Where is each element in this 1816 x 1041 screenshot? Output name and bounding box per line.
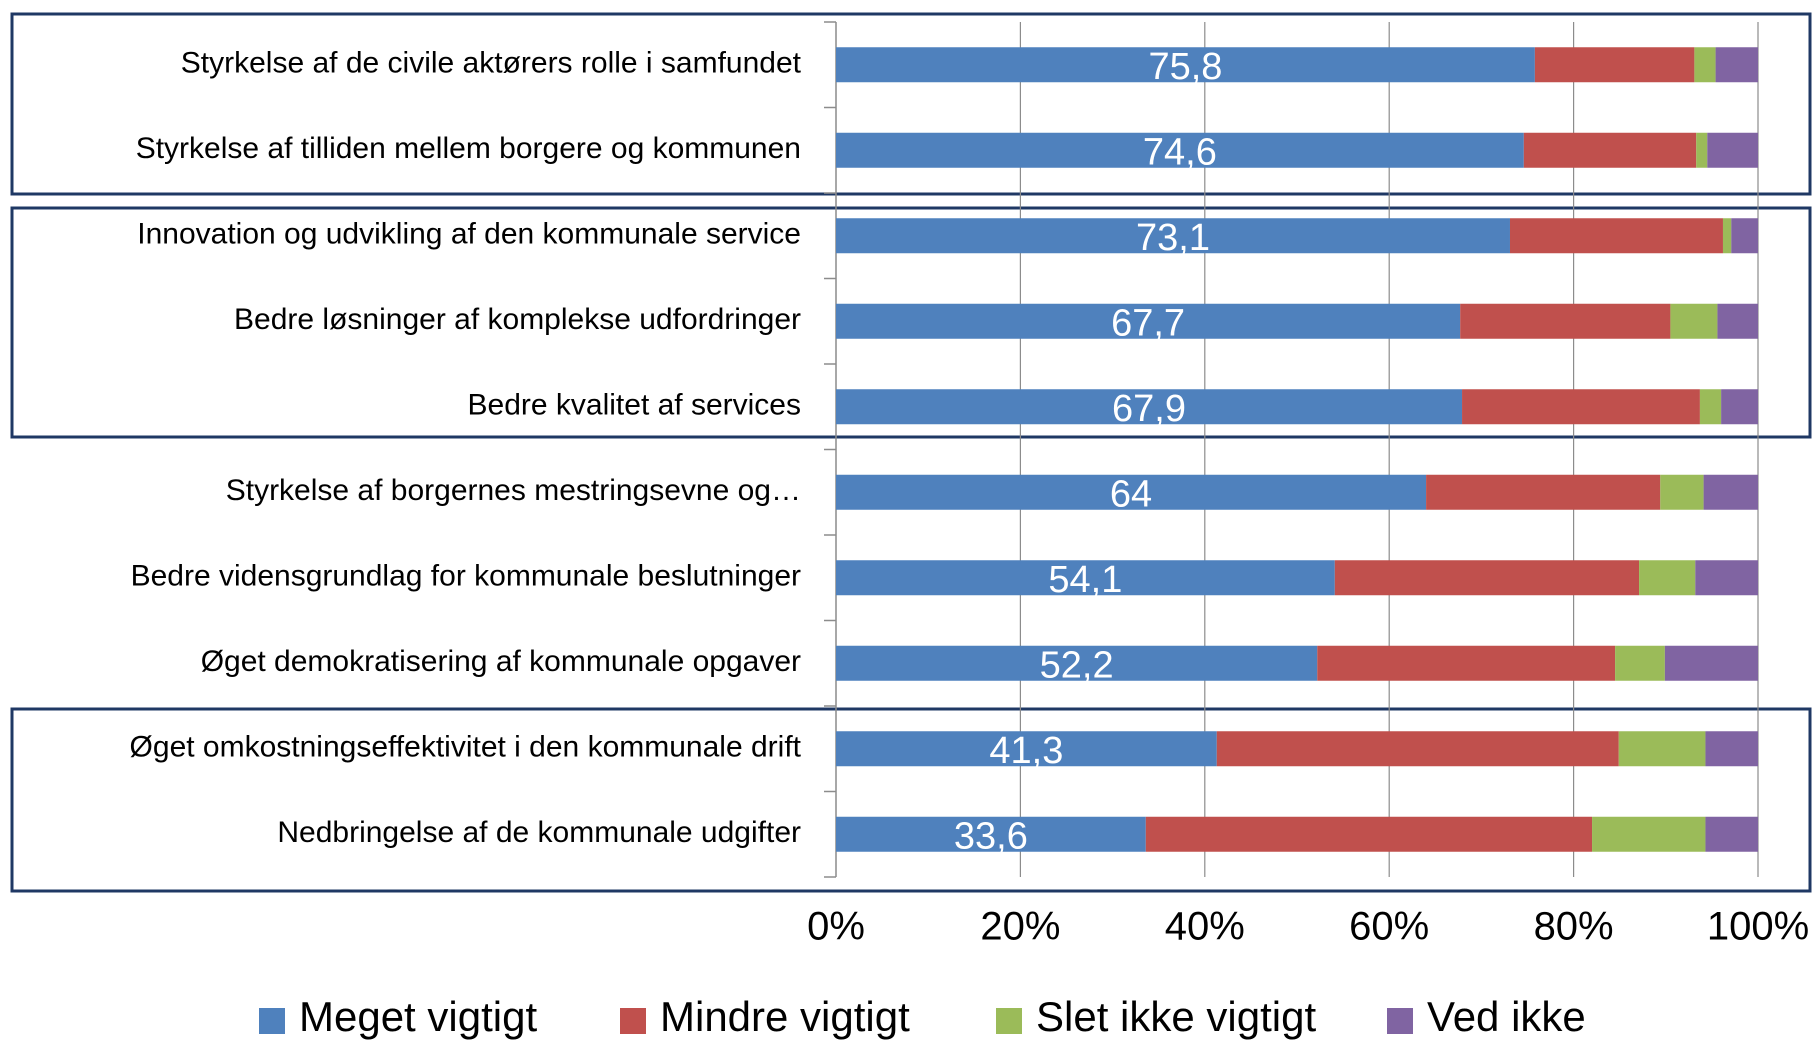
x-tick-label: 60% — [1349, 905, 1429, 949]
value-label: 52,2 — [1040, 644, 1114, 686]
x-tick-label: 0% — [807, 905, 865, 949]
value-label: 75,8 — [1148, 46, 1222, 88]
bar-segment — [1216, 731, 1619, 767]
x-tick-label: 40% — [1165, 905, 1245, 949]
legend-swatch — [620, 1008, 646, 1034]
bar-segment — [1721, 389, 1758, 425]
bar-segment — [1523, 132, 1697, 168]
legend-label: Meget vigtigt — [299, 993, 537, 1040]
bar-segment — [1703, 474, 1758, 510]
bar-segment — [1715, 47, 1758, 83]
bar-segment — [1705, 816, 1758, 852]
bar-segment — [1694, 47, 1716, 83]
group-box — [10, 206, 1812, 439]
legend-swatch — [259, 1008, 285, 1034]
bar-segment — [1334, 560, 1640, 596]
legend-swatch — [1387, 1008, 1413, 1034]
bar-segment — [1664, 645, 1758, 681]
bar-segment — [836, 389, 1463, 425]
bar-segment — [1695, 560, 1758, 596]
category-label: Bedre løsninger af komplekse udfordringe… — [234, 303, 801, 336]
category-label: Øget omkostningseffektivitet i den kommu… — [130, 731, 802, 764]
x-tick-label: 20% — [980, 905, 1060, 949]
x-tick-label: 80% — [1534, 905, 1614, 949]
bar-segment — [836, 47, 1535, 83]
value-label: 54,1 — [1048, 559, 1122, 601]
bar-segment — [1592, 816, 1706, 852]
value-label: 41,3 — [989, 730, 1063, 772]
bar-segment — [1534, 47, 1695, 83]
value-label: 64 — [1110, 473, 1152, 515]
bar-segment — [1660, 474, 1704, 510]
bar-segment — [1705, 731, 1758, 767]
bar-segment — [1639, 560, 1696, 596]
category-label: Innovation og udvikling af den kommunale… — [137, 218, 801, 251]
bar-segment — [1699, 389, 1722, 425]
bar-segment — [1618, 731, 1706, 767]
category-label: Styrkelse af de civile aktørers rolle i … — [181, 47, 802, 80]
value-label: 67,9 — [1112, 388, 1186, 430]
bar-segment — [836, 303, 1461, 339]
bar-segment — [1696, 132, 1708, 168]
bar-segment — [836, 218, 1510, 254]
bar-segment — [836, 132, 1524, 168]
legend-swatch — [996, 1008, 1022, 1034]
category-label: Bedre vidensgrundlag for kommunale beslu… — [131, 560, 801, 593]
category-label: Øget demokratisering af kommunale opgave… — [201, 645, 801, 678]
bar-segment — [1462, 389, 1700, 425]
value-label: 74,6 — [1143, 131, 1217, 173]
legend-label: Ved ikke — [1427, 993, 1586, 1040]
value-label: 73,1 — [1136, 217, 1210, 259]
bar-segment — [1460, 303, 1671, 339]
bar-segment — [1722, 218, 1732, 254]
bar-segment — [1317, 645, 1616, 681]
bar-segment — [1717, 303, 1758, 339]
legend-label: Mindre vigtigt — [660, 993, 910, 1040]
bar-segment — [1707, 132, 1758, 168]
x-tick-label: 100% — [1707, 905, 1809, 949]
value-label: 67,7 — [1111, 302, 1185, 344]
bar-segment — [1145, 816, 1593, 852]
bar-segment — [836, 645, 1318, 681]
category-label: Nedbringelse af de kommunale udgifter — [277, 816, 801, 849]
bar-segment — [836, 474, 1427, 510]
group-box — [10, 12, 1812, 196]
bar-segment — [1615, 645, 1665, 681]
bar-segment — [836, 816, 1146, 852]
bar-segment — [1670, 303, 1718, 339]
bar-segment — [1731, 218, 1758, 254]
legend-label: Slet ikke vigtigt — [1036, 993, 1316, 1040]
bar-segment — [1509, 218, 1723, 254]
bar-segment — [836, 560, 1335, 596]
bar-segment — [1426, 474, 1661, 510]
category-label: Bedre kvalitet af services — [468, 389, 801, 422]
category-label: Styrkelse af borgernes mestringsevne og… — [226, 474, 801, 507]
category-label: Styrkelse af tilliden mellem borgere og … — [136, 132, 801, 165]
group-box — [10, 707, 1812, 893]
bar-segment — [836, 731, 1217, 767]
value-label: 33,6 — [954, 815, 1028, 857]
